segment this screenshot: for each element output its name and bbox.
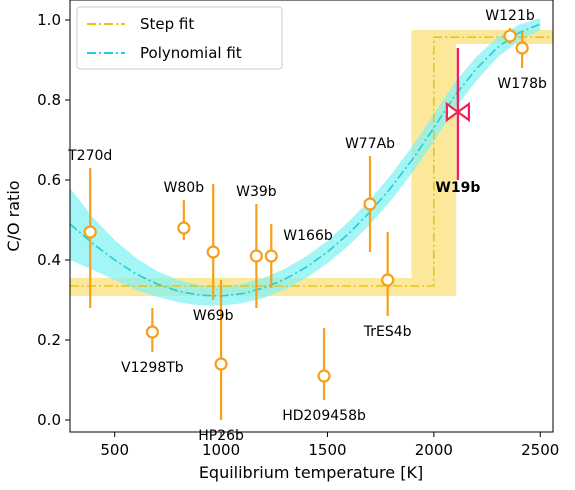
data-point-w178b xyxy=(515,32,529,68)
x-tick-label-2000: 2000 xyxy=(415,441,453,459)
x-tick-label-500: 500 xyxy=(100,441,129,459)
label-w80b: W80b xyxy=(164,180,205,196)
data-points xyxy=(83,28,529,420)
marker-w166b xyxy=(264,249,278,263)
highlight-point-w19b xyxy=(445,48,470,180)
marker-w69b xyxy=(206,245,220,259)
y-tick-label-3: 0.6 xyxy=(37,171,61,189)
label-w39b: W39b xyxy=(236,184,277,200)
y-tick-label-0: 0.0 xyxy=(37,411,61,429)
y-tick-label-4: 0.8 xyxy=(37,91,61,109)
data-point-hd209458b xyxy=(317,328,331,400)
y-tick-label-2: 0.4 xyxy=(37,251,61,269)
marker-w80b xyxy=(177,221,191,235)
marker-hd209458b xyxy=(317,369,331,383)
x-axis: 500 1000 1500 2000 2500 xyxy=(100,432,559,459)
label-w178b: W178b xyxy=(497,76,547,92)
legend-box xyxy=(76,6,283,70)
legend-poly-label: Polynomial fit xyxy=(140,44,242,62)
marker-w121b xyxy=(503,29,517,43)
x-tick-label-2500: 2500 xyxy=(521,441,559,459)
marker-v1298tb xyxy=(145,325,159,339)
data-point-w166b xyxy=(264,224,278,288)
data-point-tres4b xyxy=(381,232,395,316)
legend: Step fit Polynomial fit xyxy=(76,6,283,70)
label-t270d: T270d xyxy=(67,148,112,164)
legend-entry-step-fit: Step fit xyxy=(87,15,194,33)
label-v1298tb: V1298Tb xyxy=(121,360,184,376)
polynomial-fit-line xyxy=(70,23,541,297)
marker-hp26b xyxy=(214,357,228,371)
data-point-w80b xyxy=(177,200,191,240)
data-point-t270d xyxy=(83,168,97,308)
x-tick-label-1000: 1000 xyxy=(202,441,240,459)
plot-frame xyxy=(69,0,554,433)
label-w166b: W166b xyxy=(283,228,333,244)
y-axis: 0.0 0.2 0.4 0.6 0.8 1.0 xyxy=(37,11,70,429)
fit-bands xyxy=(70,18,553,306)
label-w77ab: W77Ab xyxy=(345,136,395,152)
label-tres4b: TrES4b xyxy=(363,324,412,340)
fit-lines xyxy=(70,23,553,297)
step-fit-band xyxy=(70,30,553,296)
marker-w77ab xyxy=(363,197,377,211)
y-tick-label-5: 1.0 xyxy=(37,11,61,29)
y-tick-label-1: 0.2 xyxy=(37,331,61,349)
label-w121b: W121b xyxy=(485,8,535,24)
marker-w178b xyxy=(515,41,529,55)
marker-tres4b xyxy=(381,273,395,287)
data-point-v1298tb xyxy=(145,308,159,352)
legend-step-label: Step fit xyxy=(140,15,194,33)
polynomial-fit-band xyxy=(70,18,541,306)
data-point-w121b xyxy=(503,28,517,44)
label-w19b: W19b xyxy=(435,180,480,196)
y-axis-label: C/O ratio xyxy=(4,180,23,251)
x-axis-label: Equilibrium temperature [K] xyxy=(199,463,423,482)
label-w69b: W69b xyxy=(193,308,234,324)
step-fit-line xyxy=(70,36,553,287)
bowtie-marker-w19b xyxy=(445,101,470,123)
data-point-w69b xyxy=(206,184,220,300)
data-point-w77ab xyxy=(363,156,377,252)
legend-entry-polynomial-fit: Polynomial fit xyxy=(87,44,242,62)
x-tick-label-1500: 1500 xyxy=(308,441,346,459)
data-point-hp26b xyxy=(214,280,228,420)
label-hd209458b: HD209458b xyxy=(282,408,366,424)
marker-w39b xyxy=(249,249,263,263)
marker-t270d xyxy=(83,225,97,239)
data-point-w39b xyxy=(249,204,263,308)
